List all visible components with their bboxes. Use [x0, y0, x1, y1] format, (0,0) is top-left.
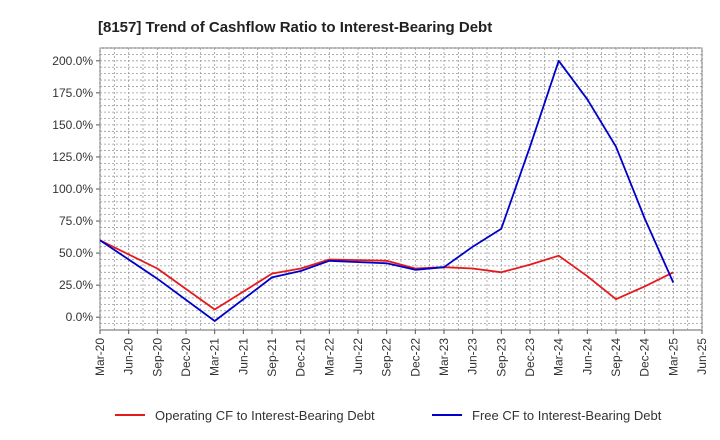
x-tick-label: Jun-25 [695, 338, 709, 375]
y-tick-label: 50.0% [59, 246, 93, 260]
x-tick-label: Mar-25 [666, 338, 680, 376]
x-tick-label: Jun-24 [580, 338, 594, 375]
chart-title: [8157] Trend of Cashflow Ratio to Intere… [98, 19, 492, 36]
series-lines [99, 59, 675, 322]
y-tick-label: 150.0% [52, 118, 93, 132]
x-tick-label: Dec-20 [179, 338, 193, 377]
x-tick-label: Sep-24 [609, 338, 623, 377]
x-tick-label: Dec-24 [638, 338, 652, 377]
x-tick-label: Mar-22 [322, 338, 336, 376]
x-tick-label: Sep-21 [265, 338, 279, 377]
x-tick-label: Dec-21 [294, 338, 308, 377]
grid [99, 47, 703, 330]
series-line-2 [99, 59, 675, 322]
x-tick-label: Dec-22 [408, 338, 422, 377]
x-tick-label: Mar-21 [208, 338, 222, 376]
x-tick-label: Mar-23 [437, 338, 451, 376]
legend-label-2: Free CF to Interest-Bearing Debt [472, 408, 662, 423]
y-tick-label: 100.0% [52, 182, 93, 196]
x-tick-label: Dec-23 [523, 338, 537, 377]
y-axis: 0.0% 25.0% 50.0% 75.0% 100.0% 125.0% 150.0% 175… [52, 54, 100, 324]
x-tick-label: Sep-22 [380, 338, 394, 377]
x-tick-label: Jun-20 [122, 338, 136, 375]
x-tick-label: Mar-24 [552, 338, 566, 376]
y-tick-label: 175.0% [52, 86, 93, 100]
x-tick-label: Jun-22 [351, 338, 365, 375]
x-tick-label: Sep-23 [494, 338, 508, 377]
y-tick-label: 200.0% [52, 54, 93, 68]
x-tick-label: Mar-20 [93, 338, 107, 376]
x-tick-label: Sep-20 [150, 338, 164, 377]
y-tick-label: 25.0% [59, 278, 93, 292]
x-tick-label: Jun-21 [236, 338, 250, 375]
y-tick-label: 125.0% [52, 150, 93, 164]
legend: Operating CF to Interest-Bearing Debt Fre… [115, 408, 662, 423]
legend-label-1: Operating CF to Interest-Bearing Debt [155, 408, 375, 423]
y-tick-label: 75.0% [59, 214, 93, 228]
y-tick-label: 0.0% [66, 310, 94, 324]
x-axis: Mar-20 Jun-20 Sep-20 Dec-20 Mar-21 Jun-21 Sep-… [93, 330, 709, 377]
x-tick-label: Jun-23 [466, 338, 480, 375]
